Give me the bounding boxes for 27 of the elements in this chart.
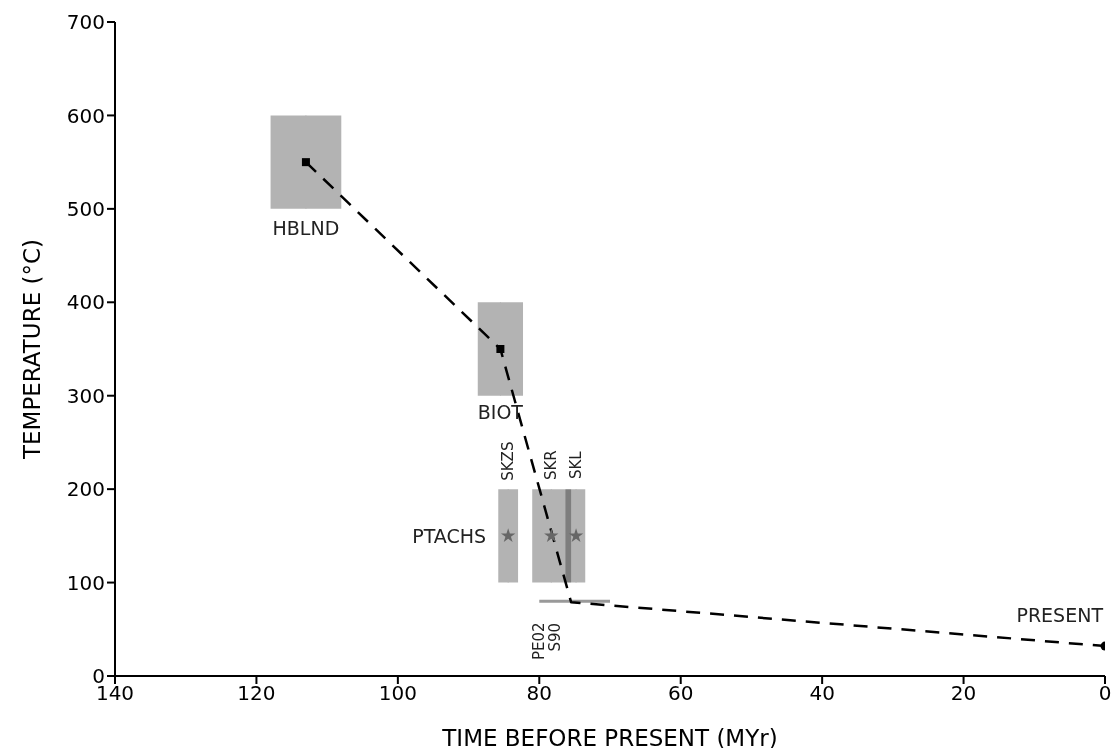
annotation: BIOT xyxy=(477,401,524,423)
annotation: PTACHS xyxy=(412,524,487,547)
y-tick-label: 600 xyxy=(66,103,105,128)
point xyxy=(301,158,310,167)
y-axis-title: TEMPERATURE (°C) xyxy=(19,238,46,461)
x-tick-label: 40 xyxy=(809,681,835,706)
annotation: SKR xyxy=(542,450,561,481)
x-tick-label: 0 xyxy=(1098,681,1112,706)
annotation: PRESENT xyxy=(1016,604,1104,627)
point xyxy=(496,345,505,353)
y-tick-label: 100 xyxy=(66,570,105,595)
annotation: SKL xyxy=(567,450,586,479)
point xyxy=(544,528,559,542)
point xyxy=(568,528,584,542)
y-tick-label: 400 xyxy=(66,290,105,315)
y-tick-label: 200 xyxy=(66,477,105,502)
x-tick-label: 60 xyxy=(667,681,694,706)
annotation: SKZS xyxy=(499,441,518,481)
y-tick-label: 500 xyxy=(66,196,105,221)
point xyxy=(500,528,516,542)
annotation: HBLND xyxy=(272,217,340,240)
y-tick-label: 300 xyxy=(66,383,105,408)
x-tick-label: 80 xyxy=(526,681,553,706)
y-tick-label: 700 xyxy=(66,10,105,35)
x-tick-label: 100 xyxy=(378,681,417,706)
x-tick-label: 120 xyxy=(237,681,276,706)
x-tick-label: 20 xyxy=(950,681,977,706)
